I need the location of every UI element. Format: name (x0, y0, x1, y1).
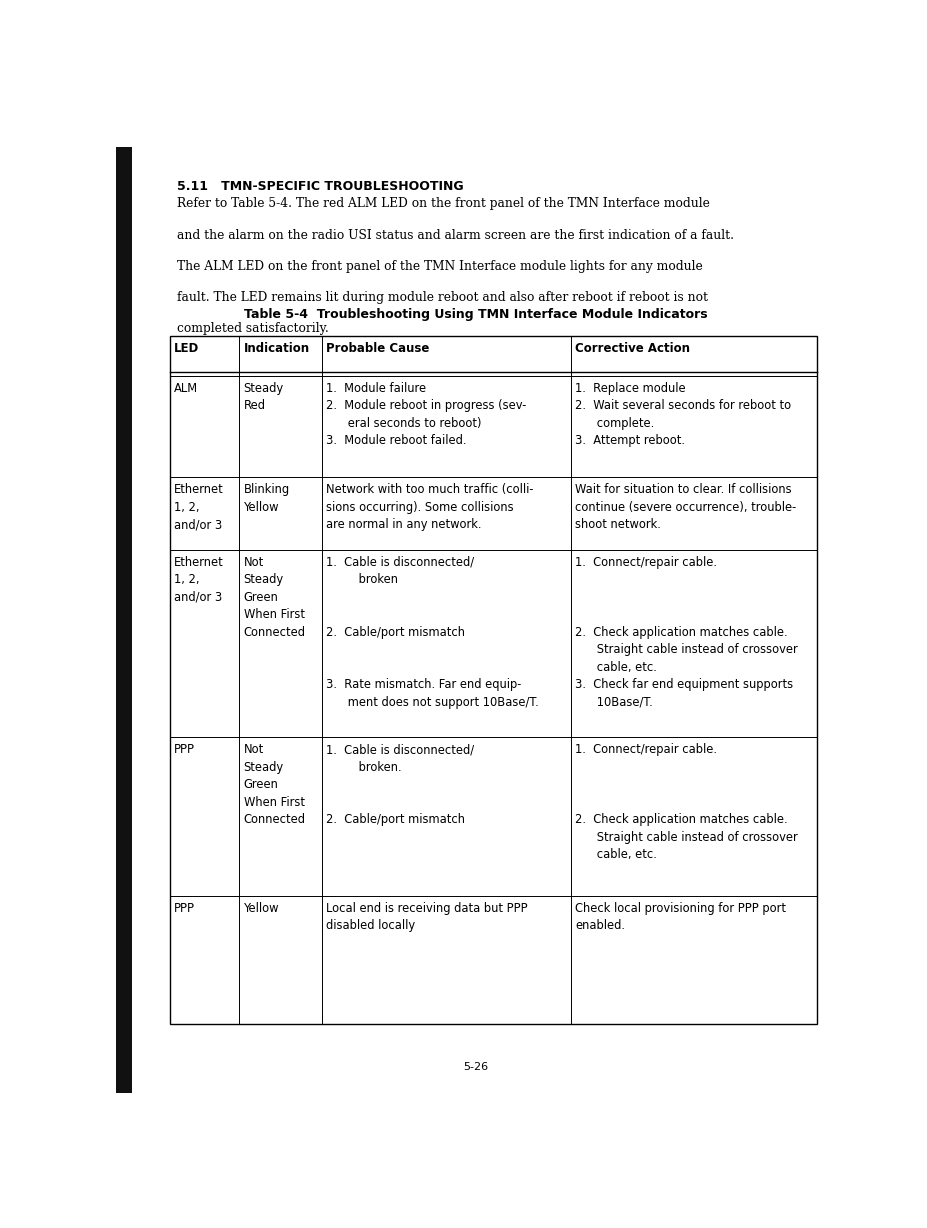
Text: Indication: Indication (243, 343, 310, 355)
Text: Check local provisioning for PPP port
enabled.: Check local provisioning for PPP port en… (575, 901, 785, 932)
Text: 1.  Module failure
2.  Module reboot in progress (sev-
      eral seconds to reb: 1. Module failure 2. Module reboot in pr… (326, 382, 527, 447)
Text: 5.11   TMN-SPECIFIC TROUBLESHOOTING: 5.11 TMN-SPECIFIC TROUBLESHOOTING (177, 181, 464, 194)
Text: LED: LED (174, 343, 199, 355)
Text: Table 5-4  Troubleshooting Using TMN Interface Module Indicators: Table 5-4 Troubleshooting Using TMN Inte… (244, 308, 706, 321)
Text: completed satisfactorily.: completed satisfactorily. (177, 322, 328, 335)
Text: fault. The LED remains lit during module reboot and also after reboot if reboot : fault. The LED remains lit during module… (177, 291, 707, 305)
Text: 1.  Connect/repair cable.



2.  Check application matches cable.
      Straight: 1. Connect/repair cable. 2. Check applic… (575, 743, 797, 861)
Text: Steady
Red: Steady Red (243, 382, 284, 413)
Text: PPP: PPP (174, 901, 195, 915)
Text: 1.  Cable is disconnected/
         broken.


2.  Cable/port mismatch: 1. Cable is disconnected/ broken. 2. Cab… (326, 743, 474, 826)
Text: ALM: ALM (174, 382, 198, 395)
Text: The ALM LED on the front panel of the TMN Interface module lights for any module: The ALM LED on the front panel of the TM… (177, 260, 702, 273)
Text: Refer to Table 5-4. The red ALM LED on the front panel of the TMN Interface modu: Refer to Table 5-4. The red ALM LED on t… (177, 198, 709, 210)
Text: 1.  Connect/repair cable.



2.  Check application matches cable.
      Straight: 1. Connect/repair cable. 2. Check applic… (575, 556, 797, 709)
Text: Corrective Action: Corrective Action (575, 343, 689, 355)
Text: 1.  Cable is disconnected/
         broken


2.  Cable/port mismatch


3.  Rate : 1. Cable is disconnected/ broken 2. Cabl… (326, 556, 539, 709)
Text: and the alarm on the radio USI status and alarm screen are the first indication : and the alarm on the radio USI status an… (177, 228, 733, 242)
Text: Ethernet
1, 2,
and/or 3: Ethernet 1, 2, and/or 3 (174, 556, 223, 604)
Text: PPP: PPP (174, 743, 195, 756)
Text: Local end is receiving data but PPP
disabled locally: Local end is receiving data but PPP disa… (326, 901, 527, 932)
Text: 5-26: 5-26 (463, 1062, 488, 1072)
Text: Not
Steady
Green
When First
Connected: Not Steady Green When First Connected (243, 743, 305, 826)
Text: Blinking
Yellow: Blinking Yellow (243, 483, 289, 513)
Bar (170, 336, 817, 1024)
Text: Ethernet
1, 2,
and/or 3: Ethernet 1, 2, and/or 3 (174, 483, 223, 530)
Bar (116, 147, 132, 1093)
Text: Probable Cause: Probable Cause (326, 343, 429, 355)
Text: 1.  Replace module
2.  Wait several seconds for reboot to
      complete.
3.  At: 1. Replace module 2. Wait several second… (575, 382, 790, 447)
Text: Yellow: Yellow (243, 901, 279, 915)
Text: Not
Steady
Green
When First
Connected: Not Steady Green When First Connected (243, 556, 305, 639)
Text: Network with too much traffic (colli-
sions occurring). Some collisions
are norm: Network with too much traffic (colli- si… (326, 483, 533, 530)
Text: Wait for situation to clear. If collisions
continue (severe occurrence), trouble: Wait for situation to clear. If collisio… (575, 483, 795, 530)
